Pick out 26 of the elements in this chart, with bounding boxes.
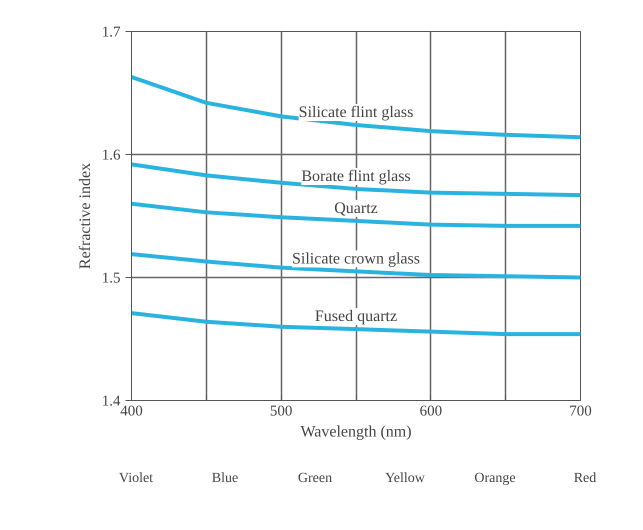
text: Blue — [212, 470, 238, 488]
line-series — [132, 311, 580, 336]
text: Yellow — [385, 470, 425, 488]
text: Red — [574, 470, 596, 488]
x-tick-label: 400 — [120, 404, 143, 420]
series-label: Borate flint glass — [301, 168, 411, 185]
line-series — [132, 162, 580, 198]
x-tick-label: 500 — [270, 404, 292, 420]
x-axis-title: Wavelength (nm) — [300, 424, 412, 440]
text: Violet — [118, 470, 154, 488]
y-tick-label: 1.4 — [102, 394, 121, 410]
x-tick-label: 600 — [420, 404, 442, 420]
series-label: Silicate flint glass — [298, 104, 414, 121]
text: Orange — [474, 470, 516, 488]
y-tick-label: 1.7 — [102, 24, 121, 40]
y-tick-label: 1.5 — [102, 270, 120, 286]
series-label: Fused quartz — [314, 308, 398, 326]
series-label: Silicate crown glass — [292, 250, 420, 268]
line-series — [132, 252, 580, 280]
y-tick-label: 1.6 — [102, 148, 121, 164]
x-tick-label: 700 — [569, 404, 592, 420]
text: Green — [298, 470, 332, 488]
series-label: Quartz — [334, 200, 378, 217]
line-series — [132, 202, 580, 228]
y-axis-title: Refractive index — [76, 162, 94, 270]
line-series — [132, 75, 580, 140]
